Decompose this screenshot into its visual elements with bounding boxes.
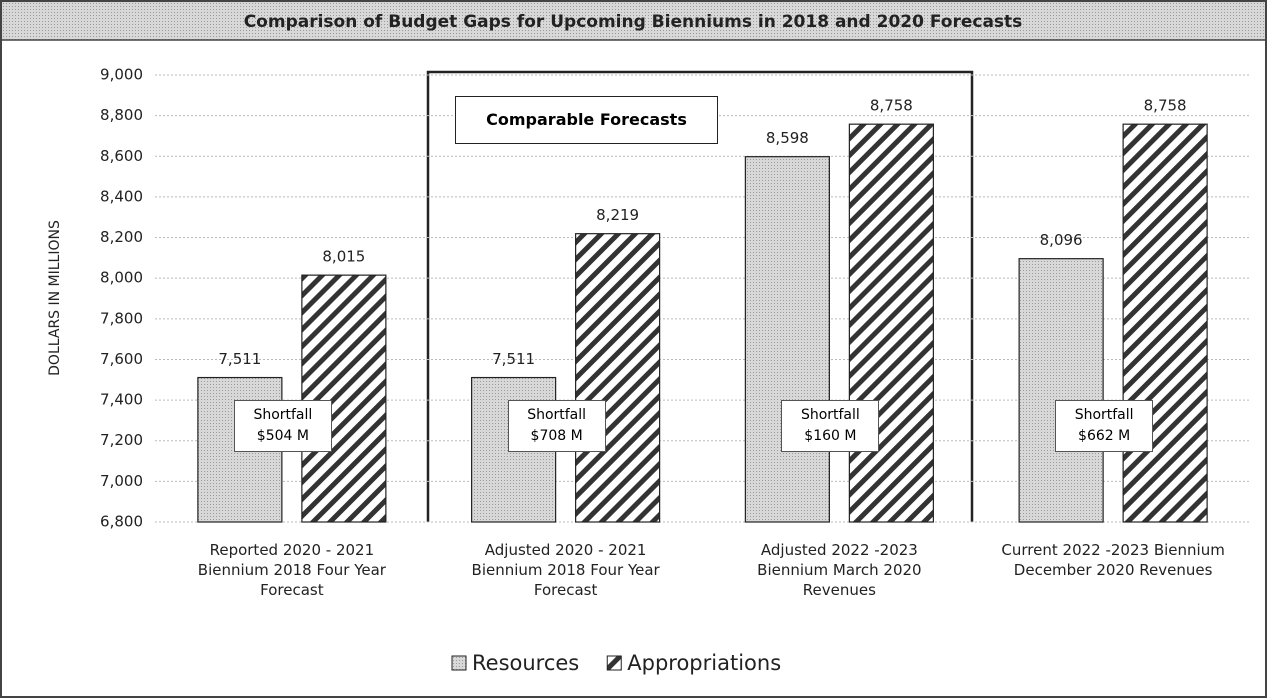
bar xyxy=(848,123,934,523)
data-label: 8,758 xyxy=(1144,97,1187,115)
data-label: 7,511 xyxy=(492,350,535,368)
data-label: 8,096 xyxy=(1040,231,1083,249)
x-tick-label: Reported 2020 - 2021 Biennium 2018 Four … xyxy=(197,541,386,599)
y-tick-label: 8,800 xyxy=(100,106,143,124)
comparable-frame xyxy=(426,70,974,522)
shortfall-box: Shortfall $708 M xyxy=(507,400,606,452)
title-bar xyxy=(2,2,1265,40)
shortfall-box: Shortfall $662 M xyxy=(1055,400,1154,452)
shortfall-box: Shortfall $160 M xyxy=(781,400,880,452)
data-label: 7,511 xyxy=(218,350,261,368)
bar xyxy=(1018,258,1104,523)
y-tick-label: 7,600 xyxy=(100,350,143,368)
x-tick-label: Adjusted 2022 -2023 Biennium March 2020 … xyxy=(757,541,922,599)
bar xyxy=(744,156,830,523)
y-tick-label: 8,200 xyxy=(100,228,143,246)
bar xyxy=(301,274,387,523)
y-tick-label: 7,800 xyxy=(100,309,143,327)
chart-title: Comparison of Budget Gaps for Upcoming B… xyxy=(244,12,1023,32)
legend-label: Appropriations xyxy=(627,651,781,675)
y-axis-title: DOLLARS IN MILLIONS xyxy=(47,220,63,376)
x-tick-label: Adjusted 2020 - 2021 Biennium 2018 Four … xyxy=(471,541,660,599)
data-label: 8,015 xyxy=(322,248,365,266)
y-tick-label: 9,000 xyxy=(100,66,143,84)
data-label: 8,758 xyxy=(870,97,913,115)
y-tick-label: 8,000 xyxy=(100,269,143,287)
legend-swatch xyxy=(606,655,622,671)
legend-swatch xyxy=(451,655,467,671)
y-tick-label: 7,200 xyxy=(100,431,143,449)
annotation-box: Comparable Forecasts xyxy=(455,96,718,144)
y-tick-label: 6,800 xyxy=(100,513,143,531)
bar xyxy=(575,233,661,523)
shortfall-box: Shortfall $504 M xyxy=(233,400,332,452)
y-tick-label: 7,000 xyxy=(100,472,143,490)
bar xyxy=(1122,123,1208,523)
y-tick-label: 7,400 xyxy=(100,391,143,409)
data-label: 8,598 xyxy=(766,129,809,147)
x-tick-label: Current 2022 -2023 Biennium December 202… xyxy=(1001,541,1225,579)
legend-label: Resources xyxy=(472,651,579,675)
y-tick-label: 8,400 xyxy=(100,187,143,205)
data-label: 8,219 xyxy=(596,206,639,224)
y-tick-label: 8,600 xyxy=(100,147,143,165)
